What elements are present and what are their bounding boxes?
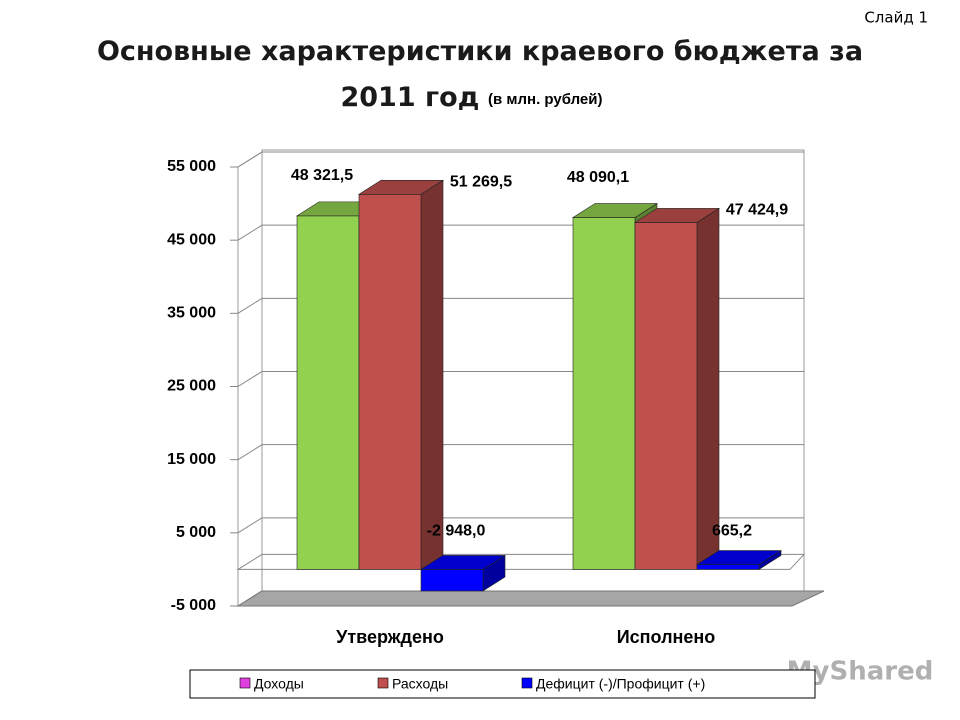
legend-label: Расходы <box>392 676 448 692</box>
bar <box>634 222 698 570</box>
bar <box>572 217 636 570</box>
data-label: -2 948,0 <box>427 523 486 540</box>
data-label: 665,2 <box>712 523 752 540</box>
title-line: 2011 год <box>340 82 479 113</box>
x-tick-label: Исполнено <box>617 627 716 647</box>
y-tick-label: 25 000 <box>167 378 216 395</box>
grid-line <box>237 151 804 168</box>
floor <box>236 590 825 607</box>
x-tick-label: Утверждено <box>336 627 444 647</box>
y-tick-label: 15 000 <box>167 451 216 468</box>
bar-side <box>420 179 444 570</box>
bar <box>358 193 422 570</box>
legend-swatch <box>239 677 251 689</box>
legend-box <box>189 669 816 699</box>
chart-title: Основные характеристики краевого бюджета… <box>97 36 863 113</box>
bar <box>296 215 360 570</box>
data-label: 51 269,5 <box>450 174 512 191</box>
y-tick-label: 45 000 <box>167 231 216 248</box>
bar-top <box>633 208 721 223</box>
y-tick-label: -5 000 <box>171 597 216 614</box>
bar-top <box>357 179 445 195</box>
y-tick-label: 5 000 <box>176 524 216 541</box>
data-label: 48 090,1 <box>567 169 629 186</box>
bar <box>696 564 760 570</box>
bar-top <box>419 555 507 570</box>
bar-top <box>695 550 783 565</box>
y-tick-label: 35 000 <box>167 305 216 322</box>
legend-label: Дефицит (-)/Профицит (+) <box>536 676 705 692</box>
legend-swatch <box>377 677 389 689</box>
data-label: 48 321,5 <box>291 167 353 184</box>
chart-subtitle: (в млн. рублей) <box>488 91 603 108</box>
data-label: 47 424,9 <box>726 202 788 219</box>
legend-swatch <box>521 677 533 689</box>
legend-label: Доходы <box>254 676 304 692</box>
bar-top <box>571 203 659 218</box>
y-tick-label: 55 000 <box>167 158 216 175</box>
title-line: Основные характеристики краевого бюджета… <box>97 36 863 67</box>
slide-label: Слайд 1 <box>864 9 928 27</box>
bar-side <box>696 207 720 570</box>
bar <box>420 569 484 592</box>
